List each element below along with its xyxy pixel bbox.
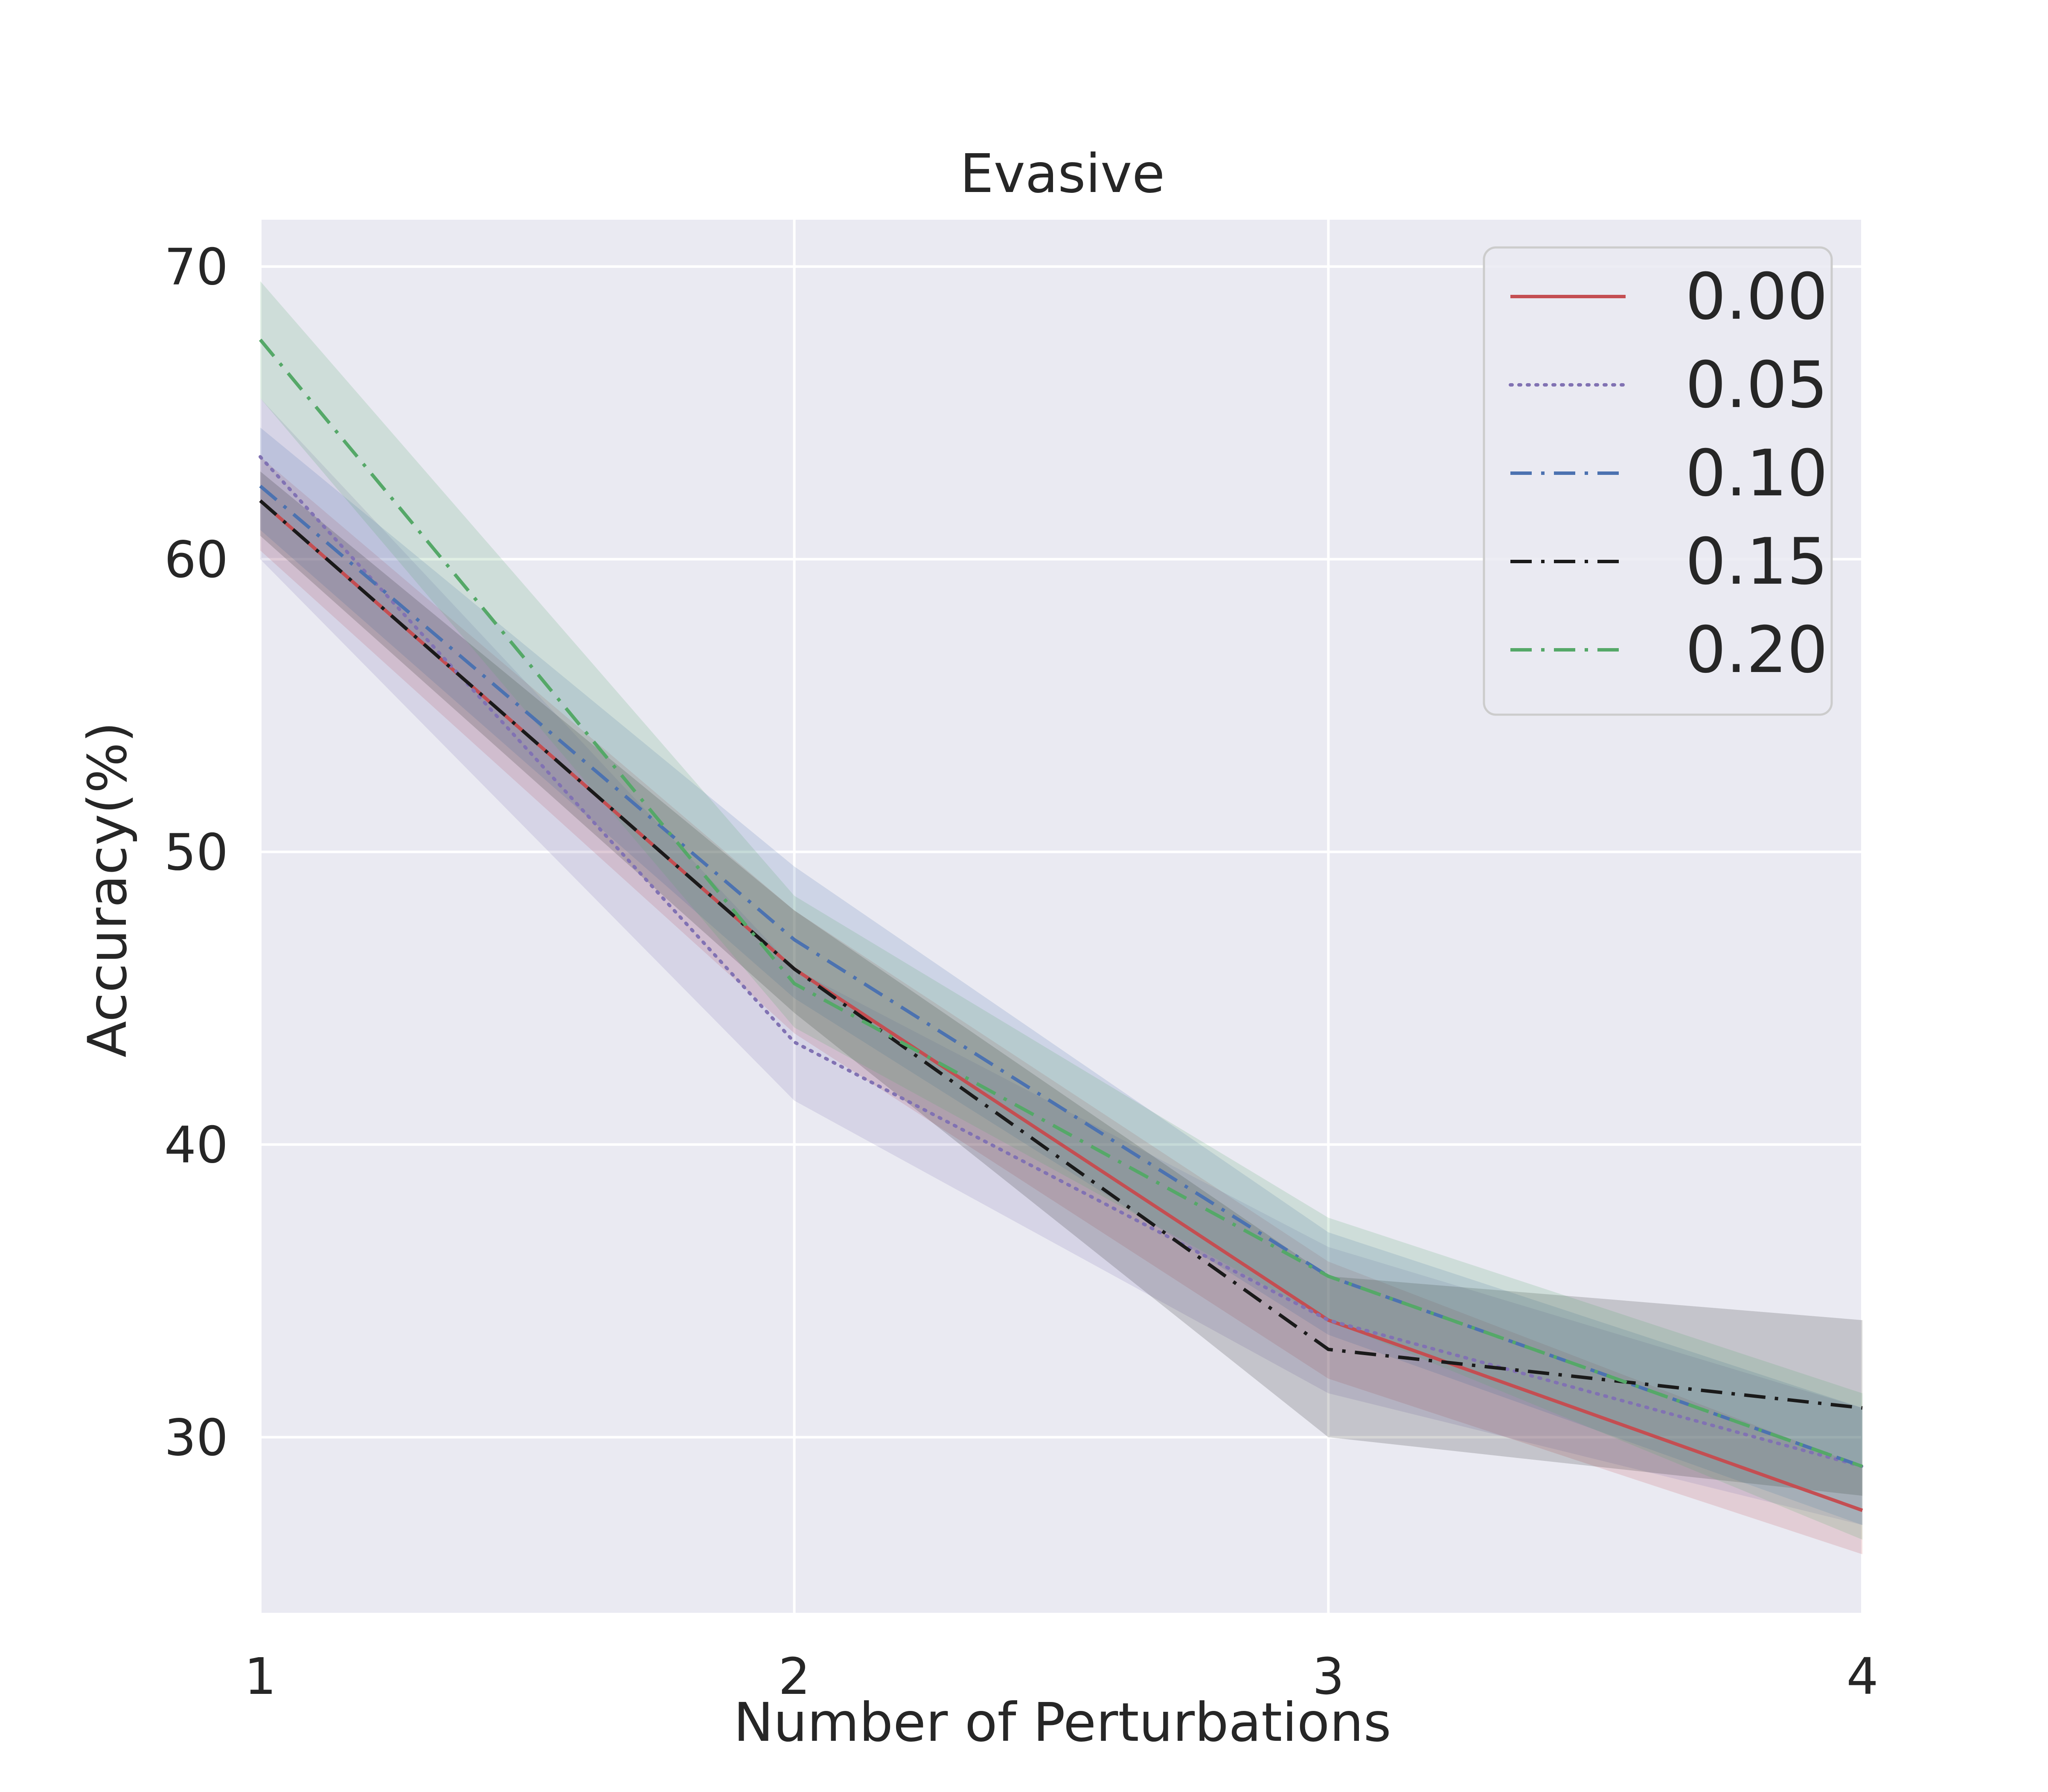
legend-label-0.05: 0.05	[1685, 348, 1828, 422]
legend-label-0.20: 0.20	[1685, 613, 1828, 687]
series-line-0.05	[259, 455, 1864, 1469]
confidence-band-0.10	[260, 428, 1862, 1525]
y-tick-label: 50	[164, 823, 228, 882]
x-tick-label: 3	[1312, 1647, 1344, 1706]
x-axis-label: Number of Perturbations	[733, 1692, 1391, 1754]
legend-label-0.15: 0.15	[1685, 525, 1828, 599]
confidence-bands	[260, 281, 1862, 1554]
confidence-band-0.15	[260, 471, 1862, 1496]
confidence-band-0.05	[260, 398, 1862, 1525]
x-tick-label: 2	[778, 1647, 810, 1706]
x-tick-label: 1	[244, 1647, 276, 1706]
chart-title: Evasive	[960, 143, 1165, 205]
legend-frame	[1483, 246, 1833, 716]
confidence-band-0.20	[260, 281, 1862, 1540]
y-tick-label: 70	[164, 238, 228, 297]
series-lines	[259, 338, 1864, 1512]
legend-label-0.10: 0.10	[1685, 436, 1828, 511]
x-tick-label: 4	[1846, 1647, 1878, 1706]
series-line-0.20	[259, 338, 1863, 1468]
series-line-0.15	[259, 499, 1863, 1410]
y-tick-label: 40	[164, 1116, 228, 1175]
x-tick-labels: 1 2 3 4	[244, 1647, 1878, 1706]
y-tick-labels: 30 40 50 60 70	[164, 238, 228, 1467]
y-tick-label: 30	[164, 1408, 228, 1467]
legend: 0.00 0.05 0.10 0.15 0.20	[1483, 246, 1833, 716]
y-axis-label: Accuracy(%)	[77, 722, 139, 1058]
y-tick-label: 60	[164, 530, 228, 589]
confidence-band-0.00	[260, 457, 1862, 1554]
legend-label-0.00: 0.00	[1685, 260, 1828, 334]
